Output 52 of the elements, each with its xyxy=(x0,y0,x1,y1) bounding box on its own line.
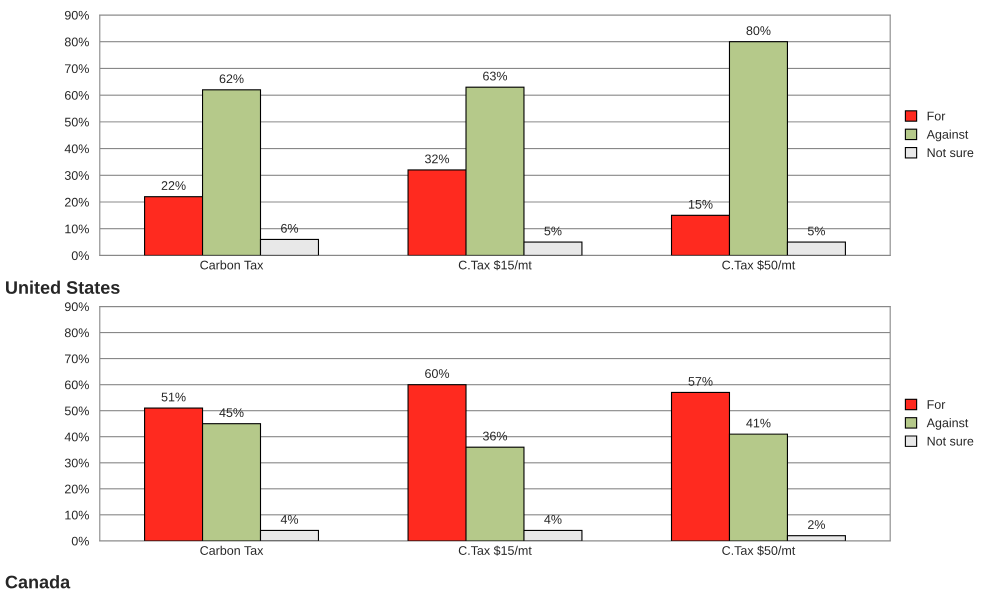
x-tick-label: Carbon Tax xyxy=(200,546,264,555)
data-label: 22% xyxy=(162,181,186,190)
x-tick-label: C.Tax $15/mt xyxy=(458,546,532,556)
data-label: 6% xyxy=(281,224,298,233)
legend-label: Against xyxy=(926,130,968,142)
y-tick-label: 0% xyxy=(72,536,89,546)
y-tick-label: 80% xyxy=(64,38,89,46)
data-label: 32% xyxy=(424,154,450,164)
data-label: 51% xyxy=(162,392,186,402)
data-label: 5% xyxy=(544,226,562,236)
y-tick-label: 40% xyxy=(64,144,89,154)
legend-label: For xyxy=(928,400,946,409)
text: United States xyxy=(6,280,120,294)
y-tick-label: 20% xyxy=(64,484,89,494)
legend-label: Not sure xyxy=(928,436,974,446)
y-tick-label: 60% xyxy=(64,90,89,100)
data-label: 5% xyxy=(808,226,826,236)
legend-label: Against xyxy=(926,418,968,430)
y-tick-label: 10% xyxy=(65,510,89,520)
data-label: 15% xyxy=(688,200,713,209)
y-tick-label: 90% xyxy=(64,10,89,20)
y-tick-label: 10% xyxy=(65,224,89,234)
x-tick-label: C.Tax $50/mt xyxy=(722,260,796,270)
x-tick-label: C.Tax $50/mt xyxy=(722,546,796,556)
y-tick-label: 30% xyxy=(64,458,89,468)
y-tick-label: 20% xyxy=(64,198,89,207)
y-tick-label: 70% xyxy=(64,64,89,74)
data-label: 36% xyxy=(482,432,508,441)
data-label: 4% xyxy=(544,515,562,524)
y-tick-label: 0% xyxy=(72,251,89,260)
data-label: 60% xyxy=(425,369,450,378)
data-label: 2% xyxy=(808,520,826,530)
y-tick-label: 70% xyxy=(64,354,89,364)
x-tick-label: Carbon Tax xyxy=(200,260,264,270)
data-label: 80% xyxy=(746,26,771,36)
data-label: 57% xyxy=(688,377,713,386)
legend-label: Not sure xyxy=(928,148,974,158)
x-tick-label: C.Tax $15/mt xyxy=(458,260,532,270)
text: Canada xyxy=(6,575,70,588)
data-label: 63% xyxy=(483,72,508,81)
y-tick-label: 90% xyxy=(64,302,89,312)
y-tick-label: 30% xyxy=(64,171,89,180)
y-tick-label: 80% xyxy=(64,328,89,338)
data-label: 45% xyxy=(219,408,244,418)
legend-label: For xyxy=(928,112,946,120)
y-tick-label: 60% xyxy=(64,380,89,390)
y-tick-label: 40% xyxy=(64,432,89,442)
data-label: 4% xyxy=(280,515,298,524)
data-label: 62% xyxy=(220,74,244,84)
y-tick-label: 50% xyxy=(64,118,89,127)
data-label: 41% xyxy=(746,418,771,428)
y-tick-label: 50% xyxy=(64,406,89,416)
